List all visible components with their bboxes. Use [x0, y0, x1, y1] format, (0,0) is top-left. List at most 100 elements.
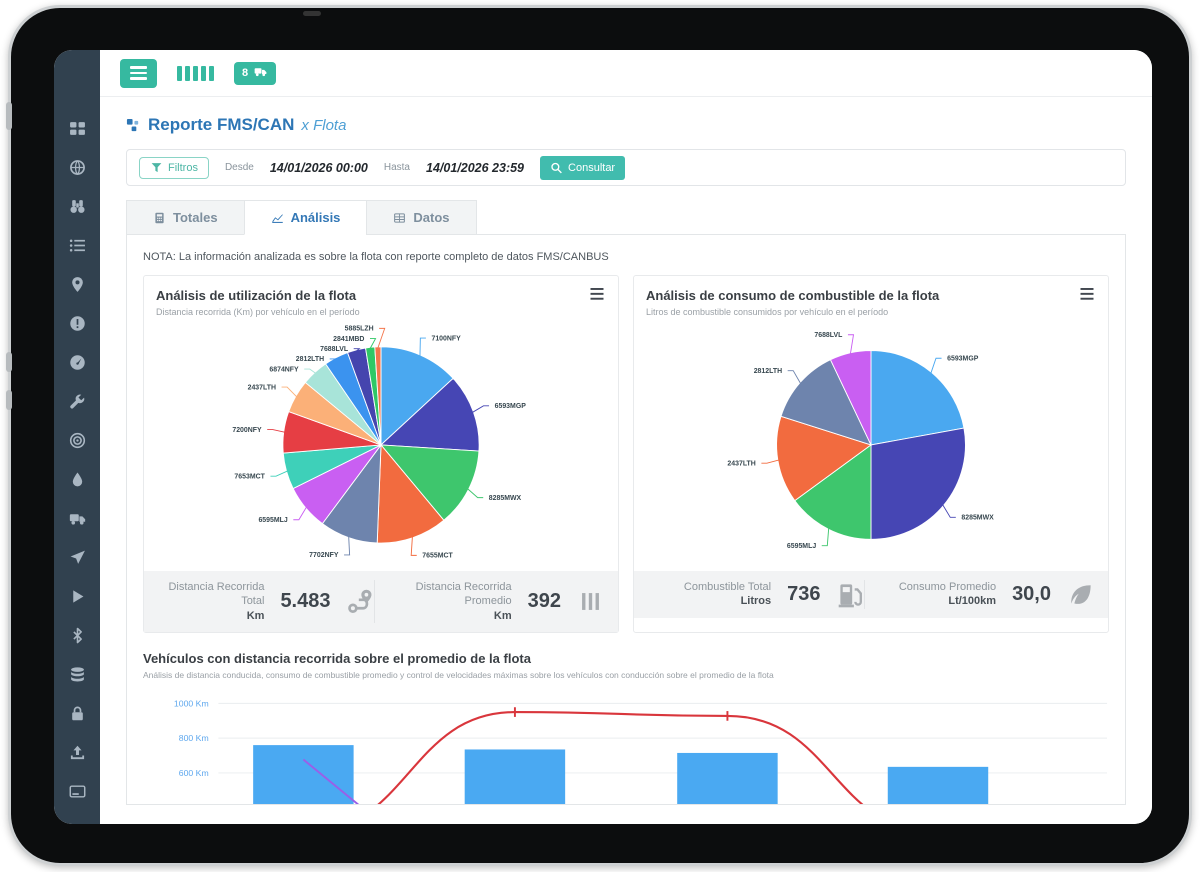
sidebar-map-marker-icon[interactable] — [69, 276, 86, 293]
hasta-datetime-value[interactable]: 14/01/2026 23:59 — [426, 160, 525, 175]
pie-label-connector — [267, 429, 285, 433]
tab-datos-label: Datos — [413, 210, 450, 225]
pie-label-6595MLJ: 6595MLJ — [787, 543, 816, 550]
app-screen: 8 Reporte FMS/CAN x Flota Filtros Desde … — [54, 50, 1152, 824]
pie-label-connector — [270, 470, 288, 477]
sidebar-alert-icon[interactable] — [69, 315, 86, 332]
pie-label-connector — [847, 334, 855, 354]
red-series-marker[interactable] — [513, 707, 516, 717]
pie-label-2437LTH: 2437LTH — [248, 384, 276, 391]
chart-context-menu-icon[interactable] — [1078, 288, 1096, 301]
sidebar-lock-icon[interactable] — [69, 705, 86, 722]
pie-label-connector — [942, 504, 956, 518]
distance-bar[interactable] — [253, 745, 354, 804]
pie-label-connector — [419, 337, 426, 356]
tab-totales[interactable]: Totales — [126, 200, 245, 235]
table-icon — [393, 212, 406, 224]
distance-bar[interactable] — [464, 749, 566, 804]
sidebar-truck-icon[interactable] — [69, 510, 86, 527]
distance-barline-chart[interactable]: 1000 Km 800 Km 600 Km — [143, 686, 1109, 804]
fuel-pie-chart[interactable]: 6593MGP 8285MWX 6595MLJ 2437LTH 2812LTH 7688L… — [646, 319, 1096, 567]
topbar: 8 — [100, 50, 1152, 97]
route-icon — [347, 588, 374, 615]
sitemap-icon — [126, 118, 141, 132]
above-average-section: Vehículos con distancia recorrida sobre … — [143, 651, 1109, 804]
pie-label-connector — [369, 338, 377, 349]
chart-subtitle: Distancia recorrida (Km) por vehículo en… — [156, 307, 360, 317]
sidebar-send-icon[interactable] — [69, 549, 86, 566]
pie-label-connector — [787, 370, 801, 384]
sidebar-upload-icon[interactable] — [69, 744, 86, 761]
leaf-icon — [1067, 581, 1094, 608]
stat-combustible-total: Combustible Total Litros 736 — [648, 580, 864, 609]
tab-analisis[interactable]: Análisis — [243, 200, 368, 235]
sidebar-bluetooth-icon[interactable] — [69, 627, 86, 644]
sidebar-droplet-icon[interactable] — [69, 471, 86, 488]
stat-consumo-promedio: Consumo Promedio Lt/100km 30,0 — [863, 580, 1095, 609]
chart-title: Análisis de consumo de combustible de la… — [646, 288, 940, 303]
tab-datos[interactable]: Datos — [366, 200, 477, 235]
distance-bar[interactable] — [887, 766, 989, 804]
pie-label-7653MCT: 7653MCT — [234, 474, 265, 481]
sidebar-grid-icon[interactable] — [69, 120, 86, 137]
sidebar-database-icon[interactable] — [69, 666, 86, 683]
tablet-volume-down-button — [6, 390, 12, 410]
fleet-count-badge[interactable]: 8 — [234, 61, 277, 85]
pie-label-7655MCT: 7655MCT — [422, 553, 453, 560]
sidebar-card-icon[interactable] — [69, 783, 86, 800]
stat-label: Distancia Recorrida Total Km — [168, 581, 265, 622]
sidebar — [54, 50, 100, 824]
tablet-camera — [303, 11, 321, 16]
truck-badge-icon — [253, 65, 268, 81]
pie-label-6593MGP: 6593MGP — [947, 356, 979, 363]
red-series-line — [377, 711, 864, 804]
pie-label-connector — [472, 405, 490, 413]
page-title-main: Reporte FMS/CAN — [148, 115, 295, 134]
section-title: Vehículos con distancia recorrida sobre … — [143, 651, 531, 667]
pie-label-2812LTH: 2812LTH — [296, 356, 324, 363]
red-series-marker[interactable] — [726, 711, 729, 721]
tabs: Totales Análisis Datos — [126, 200, 1126, 235]
analytics-icon — [271, 212, 284, 224]
sidebar-gauge-icon[interactable] — [69, 354, 86, 371]
fuel-icon — [837, 581, 864, 608]
calculator-icon — [153, 212, 166, 224]
chart-context-menu-icon[interactable] — [588, 288, 606, 301]
sidebar-target-icon[interactable] — [69, 432, 86, 449]
pie-slice-8285MWX[interactable] — [870, 427, 966, 540]
signal-bars-icon — [177, 65, 214, 81]
consultar-button[interactable]: Consultar — [540, 155, 626, 180]
pie-label-2841MBD: 2841MBD — [333, 336, 364, 343]
pie-label-7100NFY: 7100NFY — [431, 335, 461, 342]
page-title: Reporte FMS/CAN x Flota — [126, 115, 1126, 135]
sidebar-binoculars-icon[interactable] — [69, 198, 86, 215]
section-subtitle: Análisis de distancia conducida, consumo… — [143, 670, 774, 681]
utilization-pie-chart[interactable]: 7100NFY 6593MGP 8285MWX 7655MCT 7702NFY 6595M… — [156, 319, 606, 567]
pie-label-connector — [410, 536, 417, 556]
sidebar-globe-icon[interactable] — [69, 159, 86, 176]
sidebar-play-icon[interactable] — [69, 588, 86, 605]
desde-datetime-value[interactable]: 14/01/2026 00:00 — [269, 160, 368, 175]
pie-label-7702NFY: 7702NFY — [309, 552, 339, 559]
stat-label: Distancia Recorrida Promedio Km — [415, 581, 512, 622]
pie-label-7200NFY: 7200NFY — [232, 427, 262, 434]
pie-label-connector — [761, 459, 779, 464]
tablet-volume-up-button — [6, 352, 12, 372]
pie-label-7688LVL: 7688LVL — [814, 332, 843, 339]
sidebar-list-icon[interactable] — [69, 237, 86, 254]
sidebar-wrench-icon[interactable] — [69, 393, 86, 410]
stat-distancia-recorrida: Distancia Recorrida Promedio Km 392 — [373, 580, 605, 624]
app-main: 8 Reporte FMS/CAN x Flota Filtros Desde … — [100, 50, 1152, 824]
filters-button[interactable]: Filtros — [139, 156, 209, 179]
hasta-label: Hasta — [383, 162, 410, 173]
filters-button-label: Filtros — [168, 161, 198, 174]
pie-label-connector — [281, 386, 297, 398]
hamburger-menu-button[interactable] — [120, 58, 157, 88]
pie-label-8285MWX: 8285MWX — [961, 515, 994, 522]
chart-subtitle: Litros de combustible consumidos por veh… — [646, 307, 889, 317]
chart-title: Análisis de utilización de la flota — [156, 288, 357, 303]
stat-distancia-recorrida: Distancia Recorrida Total Km 5.483 — [158, 580, 374, 623]
distance-bar[interactable] — [677, 752, 778, 804]
utilization-stats: Distancia Recorrida Total Km 5.483 Distancia… — [144, 571, 618, 633]
pie-label-8285MWX: 8285MWX — [489, 495, 522, 502]
